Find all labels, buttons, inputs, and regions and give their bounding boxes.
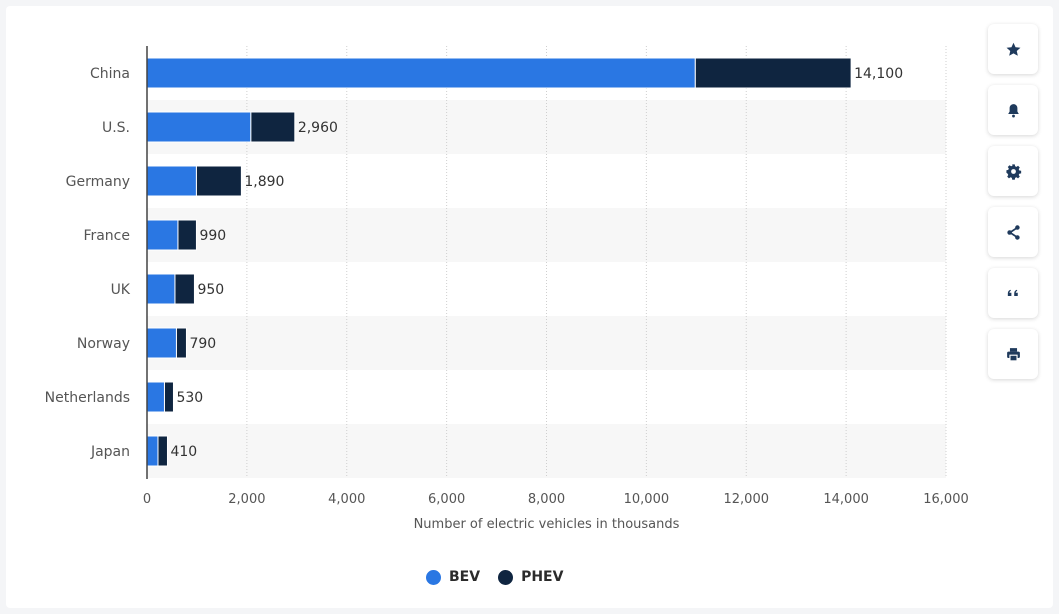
bar-phev [157, 435, 168, 467]
quote-icon [1007, 289, 1018, 296]
bell-icon [1007, 103, 1019, 117]
data-label: 410 [170, 444, 197, 460]
x-tick-label: 16,000 [923, 492, 969, 507]
x-tick-label: 8,000 [528, 492, 565, 507]
category-label: Germany [66, 174, 130, 190]
star-icon [1006, 42, 1020, 56]
bar-bev [146, 219, 179, 251]
data-label: 530 [176, 390, 203, 406]
bar-phev [177, 219, 197, 251]
x-tick-label: 10,000 [624, 492, 670, 507]
x-tick-label: 12,000 [724, 492, 770, 507]
bar-phev [195, 165, 242, 197]
category-label: Norway [77, 336, 130, 352]
category-label: China [90, 66, 130, 82]
bar-bev [146, 273, 176, 305]
share-icon [1006, 224, 1020, 240]
x-tick-label: 14,000 [823, 492, 869, 507]
bar-phev [250, 111, 296, 143]
category-label: UK [111, 282, 131, 298]
category-label: Japan [90, 444, 130, 460]
x-tick-label: 2,000 [228, 492, 265, 507]
print-icon [1006, 347, 1020, 361]
bar-bev [146, 165, 197, 197]
category-label: France [83, 228, 130, 244]
notification-button[interactable] [988, 85, 1038, 135]
data-label: 2,960 [298, 120, 338, 136]
legend-item-bev[interactable]: BEV [426, 569, 480, 585]
bar-phev [163, 381, 174, 413]
print-button[interactable] [988, 329, 1038, 379]
settings-button[interactable] [988, 146, 1038, 196]
category-label: U.S. [102, 120, 130, 136]
legend-label-bev: BEV [449, 569, 481, 585]
legend-label-phev: PHEV [521, 569, 564, 585]
bar-bev [146, 57, 696, 89]
favorite-button[interactable] [988, 24, 1038, 74]
legend-marker-phev [498, 569, 514, 585]
data-label: 950 [197, 282, 224, 298]
bar-phev [694, 57, 852, 89]
chart-toolbar [988, 24, 1038, 379]
cite-button[interactable] [988, 268, 1038, 318]
bar-phev [175, 327, 187, 359]
bar-bev [146, 381, 165, 413]
x-axis-title: Number of electric vehicles in thousands [414, 517, 680, 532]
data-label: 990 [199, 228, 226, 244]
share-button[interactable] [988, 207, 1038, 257]
data-label: 790 [189, 336, 216, 352]
bar-bev [146, 111, 252, 143]
x-tick-label: 6,000 [428, 492, 465, 507]
bar-bev [146, 435, 159, 467]
gear-icon [1005, 163, 1021, 180]
legend-marker-bev [426, 569, 441, 585]
legend-item-phev[interactable]: PHEV [498, 569, 563, 585]
chart-legend: BEV PHEV [426, 569, 563, 585]
bar-bev [146, 327, 177, 359]
x-tick-label: 0 [143, 492, 151, 507]
data-label: 1,890 [244, 174, 284, 190]
bar-phev [174, 273, 195, 305]
category-label: Netherlands [45, 390, 130, 406]
data-label: 14,100 [854, 66, 903, 82]
x-tick-label: 4,000 [328, 492, 365, 507]
